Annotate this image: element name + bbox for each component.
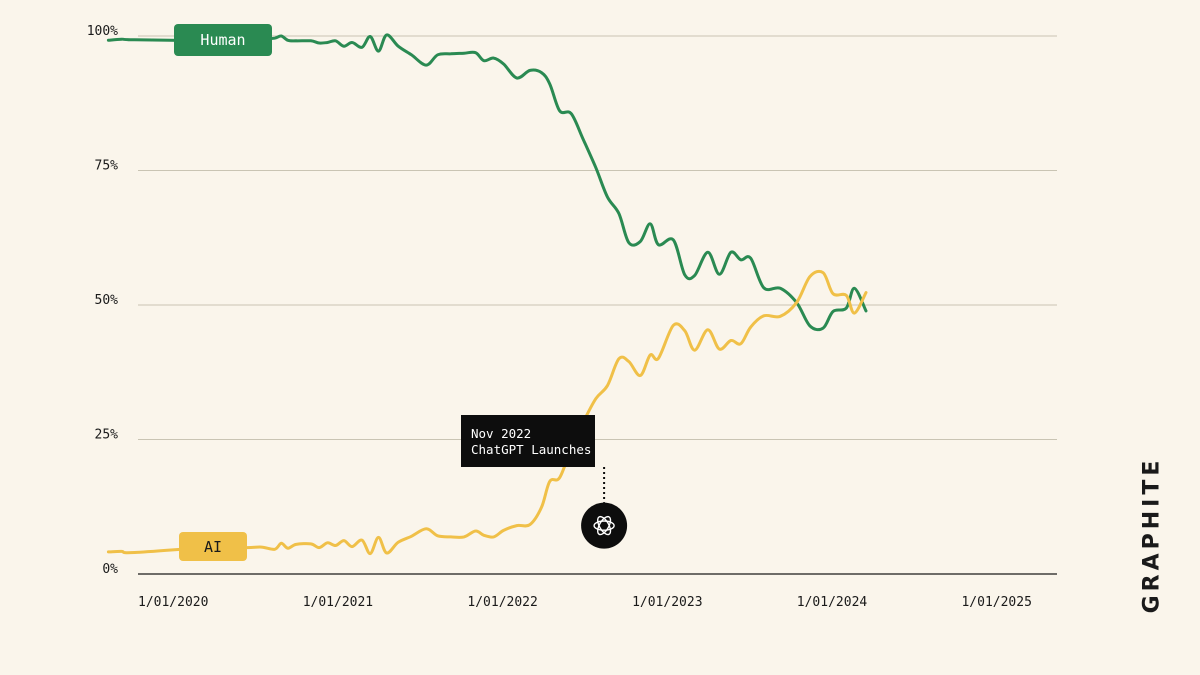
legend-human-label: Human [200,31,245,49]
y-tick-label: 0% [102,562,118,577]
x-tick-label: 1/01/2020 [138,595,208,610]
series-line-ai [106,269,868,556]
x-tick-label: 1/01/2024 [797,595,868,610]
grid-lines [138,35,1057,575]
y-axis-ticks: 0% 25% 50% 75% 100% [87,24,118,577]
y-tick-label: 75% [95,159,119,174]
y-tick-label: 100% [87,24,118,39]
annotation-line2: ChatGPT Launches [471,442,591,457]
legend-ai: AI [179,532,247,561]
annotation-line1: Nov 2022 [471,426,531,441]
series-lines [106,33,868,556]
legend-ai-label: AI [204,538,222,556]
openai-logo-icon [581,502,628,549]
x-tick-label: 1/01/2023 [632,595,702,610]
x-tick-label: 1/01/2025 [961,595,1031,610]
chatgpt-launch-annotation: Nov 2022 ChatGPT Launches [461,415,628,549]
y-tick-label: 50% [95,293,119,308]
legend-human: Human [174,24,272,56]
x-tick-label: 1/01/2021 [303,595,373,610]
legend-human-badge [174,24,272,56]
legend-ai-badge [179,532,247,561]
x-tick-label: 1/01/2022 [467,595,537,610]
graphite-brand-logo: GRAPHITE [1139,456,1165,614]
y-tick-label: 25% [95,428,119,443]
series-line-human [106,33,868,332]
x-axis-ticks: 1/01/2020 1/01/2021 1/01/2022 1/01/2023 1/01… [138,595,1032,610]
annotation-box [461,415,595,467]
